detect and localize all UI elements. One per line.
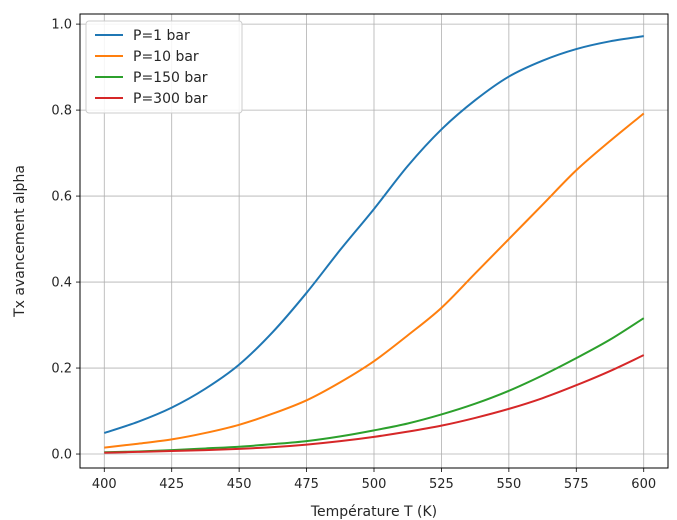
y-tick-label: 0.6: [51, 190, 72, 205]
y-tick-label: 0.2: [51, 362, 72, 377]
x-tick-label: 525: [429, 477, 454, 492]
legend: P=1 bar P=10 bar P=150 bar P=300 bar: [85, 20, 243, 114]
y-tick-label: 1.0: [51, 18, 72, 33]
legend-box: [85, 20, 243, 114]
y-tick-label: 0.4: [51, 276, 72, 291]
legend-label: P=300 bar: [133, 91, 208, 107]
y-tick-label: 0.0: [51, 448, 72, 463]
x-tick-label: 475: [294, 477, 319, 492]
x-tick-label: 575: [564, 477, 589, 492]
ticks: 400 425 450 475 500 525 550 575 600 0.0 0.2 0.4 0.6 0…: [51, 18, 656, 492]
series-line-p-150-bar: [104, 317, 645, 454]
legend-label: P=150 bar: [133, 70, 208, 86]
series-line-p-300-bar: [104, 354, 645, 454]
series-line-p-10-bar: [104, 112, 645, 449]
x-tick-label: 500: [362, 477, 387, 492]
y-axis-label: Tx avancement alpha: [12, 165, 28, 318]
x-tick-label: 425: [159, 477, 184, 492]
legend-label: P=10 bar: [133, 49, 199, 65]
series-line-p-1-bar: [103, 35, 644, 434]
series-lines: [103, 35, 645, 454]
x-axis-label: Température T (K): [310, 504, 437, 520]
x-tick-label: 450: [227, 477, 252, 492]
x-tick-label: 600: [631, 477, 656, 492]
x-tick-label: 550: [496, 477, 521, 492]
legend-label: P=1 bar: [133, 28, 190, 44]
y-tick-label: 0.8: [51, 104, 72, 119]
x-tick-label: 400: [92, 477, 117, 492]
